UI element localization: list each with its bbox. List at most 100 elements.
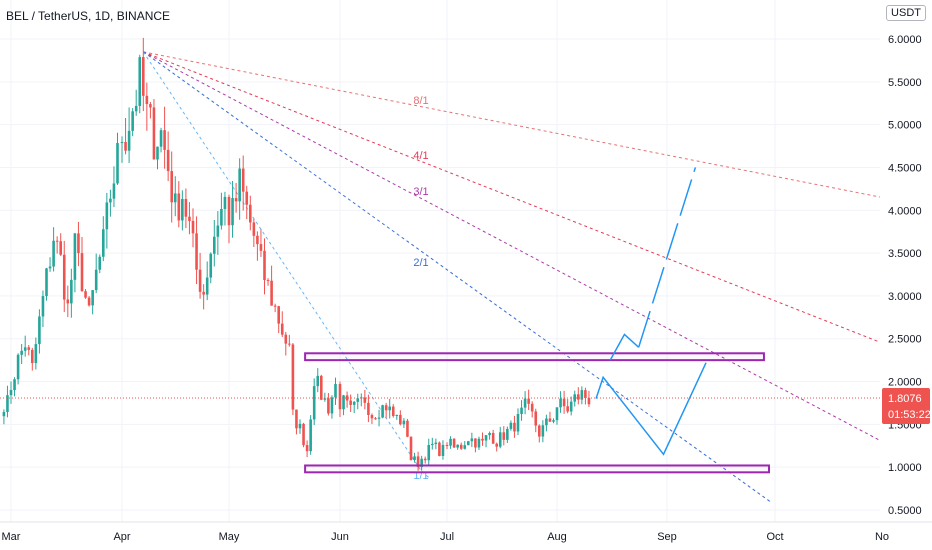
time-tick-label: Oct <box>766 531 783 543</box>
candle-body <box>491 432 495 444</box>
candle-body <box>548 418 552 422</box>
candle-body <box>402 420 406 425</box>
candle-body <box>552 420 555 422</box>
time-tick-label: Aug <box>547 531 567 543</box>
price-tick-label: 2.0000 <box>888 377 922 389</box>
price-tick-label: 5.0000 <box>888 120 922 132</box>
candle-body <box>327 398 330 414</box>
last-price-tag <box>882 388 930 425</box>
candle-body <box>138 57 142 106</box>
rectangles[interactable] <box>304 352 770 474</box>
candle-body <box>427 444 431 461</box>
candle-body <box>481 438 484 441</box>
candle-body <box>252 222 256 236</box>
candle-body <box>181 198 184 221</box>
candle-body <box>456 444 459 448</box>
candle-body <box>149 104 152 108</box>
projection-paths[interactable] <box>595 167 707 456</box>
candle-body <box>270 280 273 306</box>
candle-body <box>434 442 438 445</box>
candle-body <box>391 406 395 416</box>
currency-button[interactable]: USDT <box>886 5 926 21</box>
candle-body <box>216 225 220 237</box>
price-tick-label: 2.5000 <box>888 334 922 346</box>
price-axis[interactable]: 6.0000 5.5000 5.0000 4.5000 4.0000 3.5000 3.00… <box>880 0 932 522</box>
candle-body <box>34 344 38 364</box>
candle-body <box>124 142 127 151</box>
time-tick-label: Apr <box>113 531 130 543</box>
candle-body <box>142 57 145 96</box>
candle-body <box>166 149 170 172</box>
time-tick-label: May <box>219 531 240 543</box>
candle-body <box>202 291 205 295</box>
lower-support-box <box>304 464 770 474</box>
candle-body <box>438 442 441 456</box>
candle-body <box>102 229 105 257</box>
candle-body <box>87 297 91 306</box>
price-tick-label: 4.5000 <box>888 162 922 174</box>
candle-body <box>173 193 177 203</box>
candle-body <box>205 277 209 295</box>
candle-body <box>445 444 449 446</box>
candle-body <box>305 445 309 452</box>
price-tick-label: 0.5000 <box>888 505 922 517</box>
candle-body <box>256 235 259 245</box>
candle-body <box>31 349 34 364</box>
candle-body <box>330 397 334 414</box>
candle-body <box>127 130 131 151</box>
candle-body <box>41 296 45 317</box>
candle-body <box>163 130 166 150</box>
candle-body <box>399 414 402 425</box>
candle-body <box>23 347 27 351</box>
candle-body <box>338 383 342 410</box>
candle-body <box>452 438 456 448</box>
candle-body <box>6 395 9 412</box>
candle-body <box>227 196 231 226</box>
candle-body <box>545 418 548 426</box>
candle-body <box>569 401 573 412</box>
price-tick-label: 6.0000 <box>888 34 922 46</box>
fan-label: 2/1 <box>413 257 428 269</box>
speed-resistance-fan[interactable]: 8/14/13/12/11/1 <box>142 51 883 502</box>
candle-body <box>98 256 102 270</box>
candle-body <box>52 240 55 267</box>
candle-body <box>298 423 302 429</box>
candle-body <box>177 193 181 221</box>
candle-body <box>523 398 527 408</box>
candle-body <box>191 220 195 234</box>
candle-body <box>342 395 345 410</box>
candle-body <box>116 142 119 184</box>
candle-body <box>234 198 238 202</box>
candle-body <box>109 198 112 203</box>
candle-body <box>277 306 280 324</box>
candle-body <box>573 394 577 402</box>
candle-body <box>188 216 191 221</box>
candle-body <box>420 458 423 468</box>
candle-body <box>463 445 467 449</box>
candle-body <box>145 95 149 105</box>
candle-body <box>241 168 245 192</box>
time-tick-label: Mar <box>2 531 21 543</box>
candle-body <box>238 168 241 202</box>
price-tick-label: 3.0000 <box>888 291 922 303</box>
candle-body <box>381 405 384 418</box>
candle-body <box>520 407 523 414</box>
candle-body <box>323 398 327 400</box>
candle-body <box>245 191 249 205</box>
candle-body <box>91 290 94 306</box>
candle-body <box>131 111 134 131</box>
time-axis[interactable]: Mar Apr May Jun Jul Aug Sep Oct No <box>0 521 932 550</box>
candle-body <box>38 316 41 345</box>
candle-body <box>352 401 356 405</box>
candle-body <box>584 390 587 398</box>
price-axis-bg <box>880 0 932 522</box>
candle-body <box>502 432 506 440</box>
candle-body <box>27 347 31 350</box>
candle-body <box>384 405 388 411</box>
fan-line <box>143 51 883 442</box>
candle-body <box>370 414 374 419</box>
candle-body <box>559 398 562 408</box>
candle-body <box>9 390 13 396</box>
candle-body <box>449 438 452 446</box>
